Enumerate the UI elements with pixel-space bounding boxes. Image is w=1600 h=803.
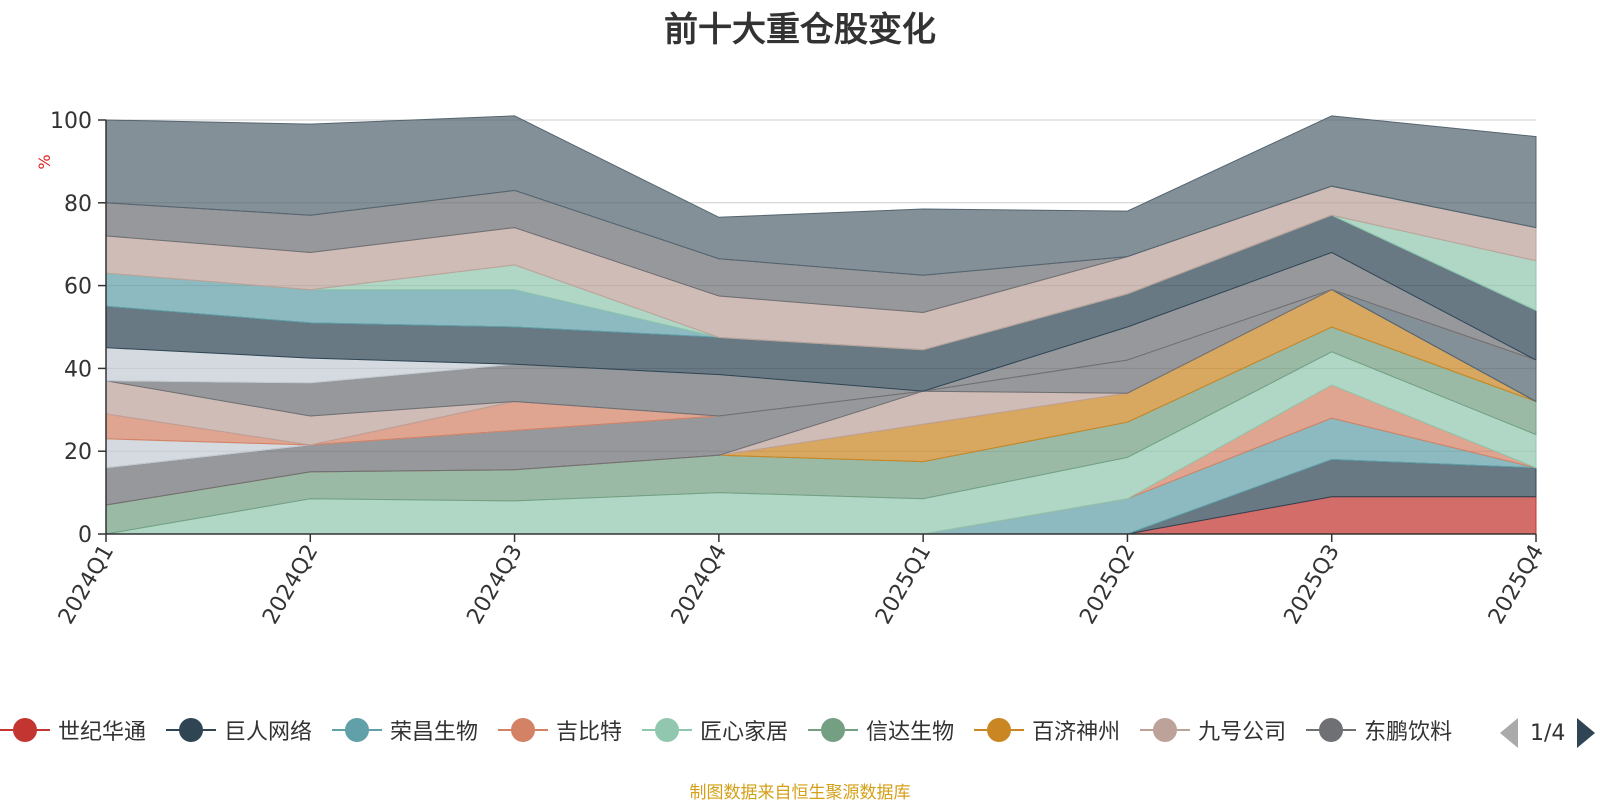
legend-item[interactable]: 东鹏饮料 [1306, 710, 1452, 750]
legend-page-indicator: 1/4 [1530, 720, 1566, 746]
legend-label: 信达生物 [866, 720, 955, 745]
y-tick-label: 40 [64, 357, 92, 382]
legend: 世纪华通 巨人网络 荣昌生物 吉比特 匠心家居 信达生物 百济神州 九号公司 东鹏饮料 [0, 710, 1476, 750]
legend-item[interactable]: 世纪华通 [0, 710, 146, 750]
legend-label: 世纪华通 [58, 720, 147, 745]
legend-marker-icon [0, 718, 50, 742]
legend-label: 巨人网络 [224, 720, 313, 745]
legend-pager: 1/4 [1500, 716, 1596, 750]
legend-marker-icon [498, 718, 549, 742]
x-tick-label: 2025Q1 [871, 541, 936, 629]
x-tick-label: 2025Q3 [1280, 541, 1345, 629]
legend-marker-icon [1140, 718, 1191, 742]
y-tick-label: 100 [50, 109, 92, 134]
chart: 0 20 40 60 80 100% 2024Q1 2024Q2 2024Q3 2024Q4 202… [35, 109, 1549, 629]
legend-marker-icon [808, 718, 859, 742]
area-series-20[interactable] [105, 115, 1537, 276]
chart-title: 前十大重仓股变化 [664, 10, 936, 50]
x-tick-label: 2025Q4 [1484, 541, 1549, 629]
legend-marker-icon [642, 718, 693, 742]
legend-marker-icon [974, 718, 1025, 742]
y-tick-label: 60 [64, 275, 92, 300]
legend-label: 吉比特 [556, 720, 623, 745]
legend-item[interactable]: 巨人网络 [166, 710, 312, 750]
area-layer [105, 115, 1537, 535]
y-tick-label: 80 [64, 192, 92, 217]
legend-item[interactable]: 荣昌生物 [332, 710, 478, 750]
legend-label: 荣昌生物 [390, 720, 479, 745]
x-tick-label: 2024Q1 [54, 541, 119, 629]
y-axis-unit-label: % [35, 154, 54, 169]
legend-marker-icon [166, 718, 217, 742]
legend-marker-icon [332, 718, 383, 742]
legend-item[interactable]: 九号公司 [1140, 710, 1286, 750]
legend-item[interactable]: 信达生物 [808, 710, 954, 750]
legend-label: 匠心家居 [700, 720, 789, 745]
x-tick-label: 2024Q2 [258, 541, 323, 629]
x-tick-label: 2025Q2 [1075, 541, 1140, 629]
source-note: 制图数据来自恒生聚源数据库 [689, 783, 911, 803]
legend-label: 东鹏饮料 [1364, 720, 1453, 745]
legend-marker-icon [1306, 718, 1357, 742]
legend-next-arrow-icon[interactable] [1577, 718, 1596, 748]
x-tick-label: 2024Q3 [462, 541, 527, 629]
x-tick-label: 2024Q4 [667, 541, 732, 629]
legend-item[interactable]: 吉比特 [498, 710, 622, 750]
legend-item[interactable]: 匠心家居 [642, 710, 788, 750]
y-tick-label: 0 [78, 523, 92, 548]
legend-prev-arrow-icon[interactable] [1500, 718, 1518, 748]
legend-label: 九号公司 [1198, 720, 1287, 745]
legend-label: 百济神州 [1032, 720, 1121, 745]
legend-item[interactable]: 百济神州 [974, 710, 1120, 750]
y-tick-label: 20 [64, 440, 92, 465]
